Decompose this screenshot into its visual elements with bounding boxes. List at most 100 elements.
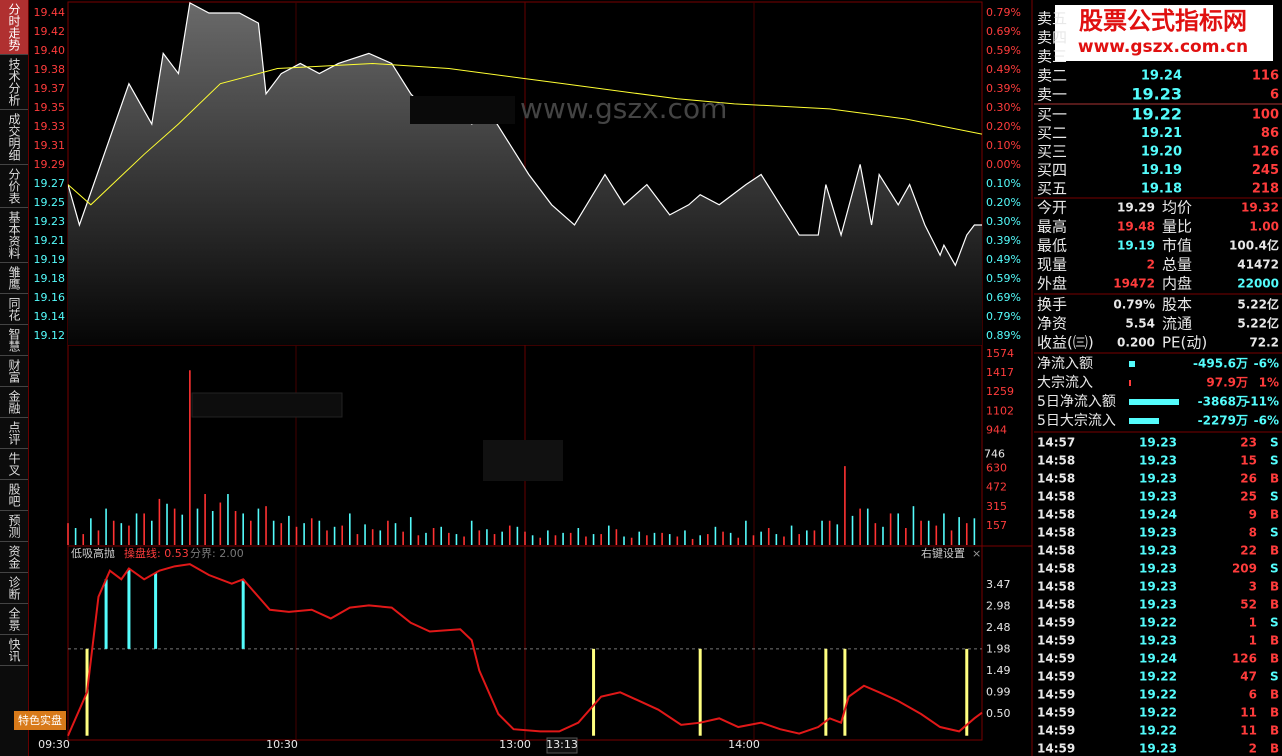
volume-bar xyxy=(767,528,770,545)
trade-side: B xyxy=(1270,724,1279,738)
trade-price: 19.23 xyxy=(1139,454,1177,468)
volume-tick-label: 315 xyxy=(986,500,1007,513)
trade-volume: 1 xyxy=(1249,634,1257,648)
indicator-tick-label: 0.99 xyxy=(986,686,1011,699)
sidebar-tab[interactable]: 雏鹰 xyxy=(0,263,28,294)
stat-value: 5.22亿 xyxy=(1237,297,1279,312)
sidebar-tab[interactable]: 智慧 xyxy=(0,325,28,356)
trade-volume: 209 xyxy=(1232,562,1257,576)
stat-value: 0.79% xyxy=(1113,298,1155,312)
percent-label: 0.89% xyxy=(986,329,1021,342)
volume-bar xyxy=(158,498,161,545)
volume-bar xyxy=(714,526,717,545)
volume-bar xyxy=(356,534,359,545)
watermark: www.gszx.com xyxy=(520,92,727,125)
sidebar-tab[interactable]: 全景 xyxy=(0,604,28,635)
volume-bar xyxy=(128,525,130,545)
trade-time: 14:59 xyxy=(1037,688,1075,702)
trade-time: 14:59 xyxy=(1037,670,1075,684)
flow-amount: 97.9万 xyxy=(1206,376,1248,390)
volume-tick-label: 1102 xyxy=(986,404,1014,417)
sidebar-tab[interactable]: 金融 xyxy=(0,387,28,418)
ask-volume: 116 xyxy=(1252,69,1279,84)
sidebar-tab[interactable]: 财富 xyxy=(0,356,28,387)
volume-bar xyxy=(943,513,945,545)
volume-bar xyxy=(440,526,443,545)
sidebar-tab[interactable]: 分时走势 xyxy=(0,0,28,55)
feature-button[interactable]: 特色实盘 xyxy=(14,711,66,730)
ask-label: 卖三 xyxy=(1037,48,1067,66)
stat-value: 19.19 xyxy=(1117,239,1155,253)
sell-signal xyxy=(843,648,847,736)
stat-label: 换手 xyxy=(1037,296,1067,314)
trade-volume: 11 xyxy=(1240,724,1257,738)
indicator-title: 低吸高抛 xyxy=(71,546,115,560)
volume-bar xyxy=(707,534,709,545)
stat-label: 外盘 xyxy=(1037,275,1067,293)
trade-time: 14:58 xyxy=(1037,580,1075,594)
stat-label: 市值 xyxy=(1162,237,1192,255)
trade-volume: 8 xyxy=(1249,526,1257,540)
volume-bar xyxy=(493,534,496,545)
volume-bar xyxy=(524,531,526,545)
sidebar-tab[interactable]: 技术分析 xyxy=(0,55,28,110)
price-label: 19.16 xyxy=(34,291,66,304)
sidebar-tab[interactable]: 股吧 xyxy=(0,480,28,511)
price-label: 19.27 xyxy=(34,177,66,190)
trade-time: 14:59 xyxy=(1037,706,1075,720)
volume-bar xyxy=(638,531,641,545)
volume-bar xyxy=(196,508,199,545)
sidebar-tab[interactable]: 成交明细 xyxy=(0,110,28,165)
trade-volume: 9 xyxy=(1249,508,1257,522)
bid-volume: 86 xyxy=(1261,126,1279,141)
trade-volume: 2 xyxy=(1249,742,1257,756)
volume-bar xyxy=(920,520,922,545)
bid-label: 买四 xyxy=(1037,161,1067,179)
trade-side: B xyxy=(1270,598,1279,612)
percent-label: 0.79% xyxy=(986,6,1021,19)
stat-label: 现量 xyxy=(1037,256,1067,274)
volume-bar xyxy=(371,529,374,545)
sidebar-tab[interactable]: 快讯 xyxy=(0,635,28,666)
sidebar-tab[interactable]: 诊断 xyxy=(0,573,28,604)
sidebar-tab[interactable]: 同花 xyxy=(0,294,28,325)
sidebar-tab[interactable]: 点评 xyxy=(0,418,28,449)
volume-bar xyxy=(364,524,366,545)
volume-bar xyxy=(905,528,907,545)
stat-value: 19.48 xyxy=(1117,220,1155,234)
indicator-line xyxy=(67,563,983,737)
sidebar-tab[interactable]: 分价表 xyxy=(0,165,28,208)
indicator-close[interactable]: × xyxy=(972,547,981,560)
volume-bar xyxy=(684,530,686,545)
trade-price: 19.24 xyxy=(1139,652,1177,666)
volume-bar xyxy=(866,508,869,545)
bid-label: 买三 xyxy=(1037,143,1067,161)
sidebar-tab[interactable]: 预测 xyxy=(0,511,28,542)
price-label: 19.37 xyxy=(34,82,66,95)
bid-price: 19.18 xyxy=(1141,182,1182,197)
indicator-settings[interactable]: 右键设置 xyxy=(921,546,965,560)
percent-label: 0.39% xyxy=(986,82,1021,95)
price-label: 19.44 xyxy=(34,6,66,19)
trade-side: S xyxy=(1270,670,1279,684)
volume-bar xyxy=(623,536,625,545)
volume-bar xyxy=(74,528,77,545)
volume-bar xyxy=(607,525,610,545)
sidebar-tab[interactable]: 基本资料 xyxy=(0,208,28,263)
volume-bar xyxy=(516,526,519,545)
buy-signal xyxy=(127,568,131,649)
price-line xyxy=(68,2,982,267)
volume-bar xyxy=(219,502,222,545)
sidebar-tab[interactable]: 牛叉 xyxy=(0,449,28,480)
indicator-tick-label: 2.48 xyxy=(986,621,1011,634)
volume-bar xyxy=(341,525,343,545)
volume-bar xyxy=(486,529,488,545)
volume-bar xyxy=(729,532,732,545)
trade-time: 14:58 xyxy=(1037,544,1075,558)
volume-bar xyxy=(562,532,564,545)
volume-bar xyxy=(508,525,511,545)
volume-bar xyxy=(409,517,412,545)
trade-time: 14:59 xyxy=(1037,616,1075,630)
trade-volume: 3 xyxy=(1249,580,1257,594)
sidebar-tab[interactable]: 资金 xyxy=(0,542,28,573)
